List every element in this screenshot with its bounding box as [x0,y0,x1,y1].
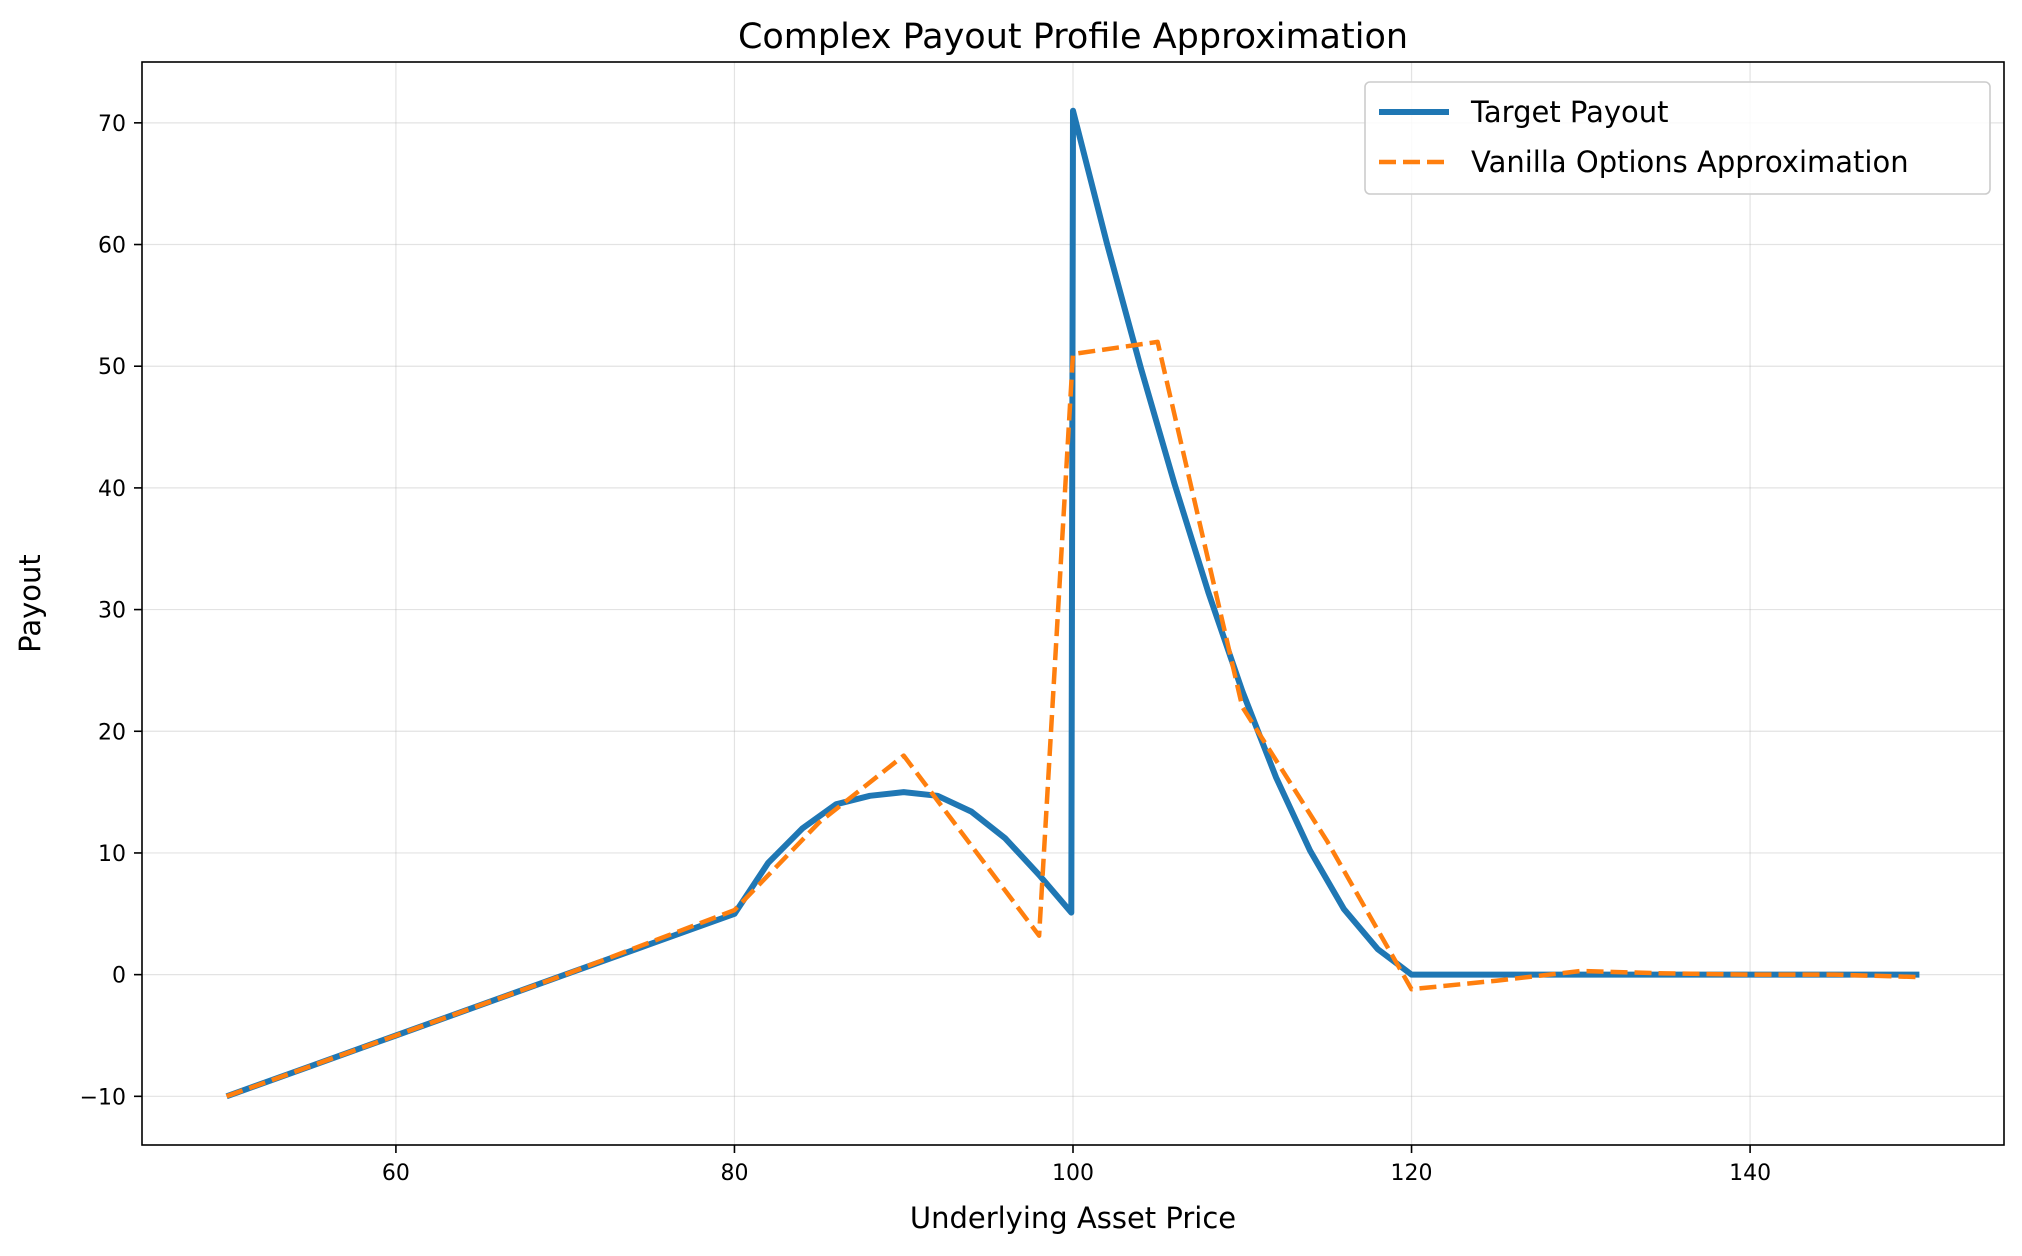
legend-label-2: Vanilla Options Approximation [1471,145,1909,179]
y-axis: −10 0 10 20 30 40 50 60 70 [80,112,142,1110]
legend: Target Payout Vanilla Options Approximati… [1364,81,1991,195]
x-axis-label: Underlying Asset Price [910,1201,1236,1235]
series-line-2 [225,339,1920,1099]
x-tick-label: 80 [720,1161,748,1186]
series-line-1 [225,107,1920,1100]
y-tick-label: 0 [112,964,126,989]
x-tick-label: 60 [382,1161,410,1186]
y-tick-label: −10 [80,1085,126,1110]
legend-box [1364,81,1991,195]
x-tick-label: 120 [1391,1161,1433,1186]
x-tick-label: 100 [1052,1161,1094,1186]
y-tick-label: 40 [98,477,126,502]
chart-title: Complex Payout Profile Approximation [738,17,1408,57]
y-tick-label: 20 [98,720,126,745]
y-tick-label: 30 [98,599,126,624]
series-layer [225,107,1920,1100]
y-axis-label: Payout [13,554,47,653]
x-axis: 60 80 100 120 140 [382,1145,1771,1186]
y-tick-label: 60 [98,234,126,259]
y-tick-label: 10 [98,842,126,867]
legend-label-1: Target Payout [1470,95,1669,129]
y-tick-label: 50 [98,355,126,380]
y-tick-label: 70 [98,112,126,137]
x-tick-label: 140 [1729,1161,1771,1186]
